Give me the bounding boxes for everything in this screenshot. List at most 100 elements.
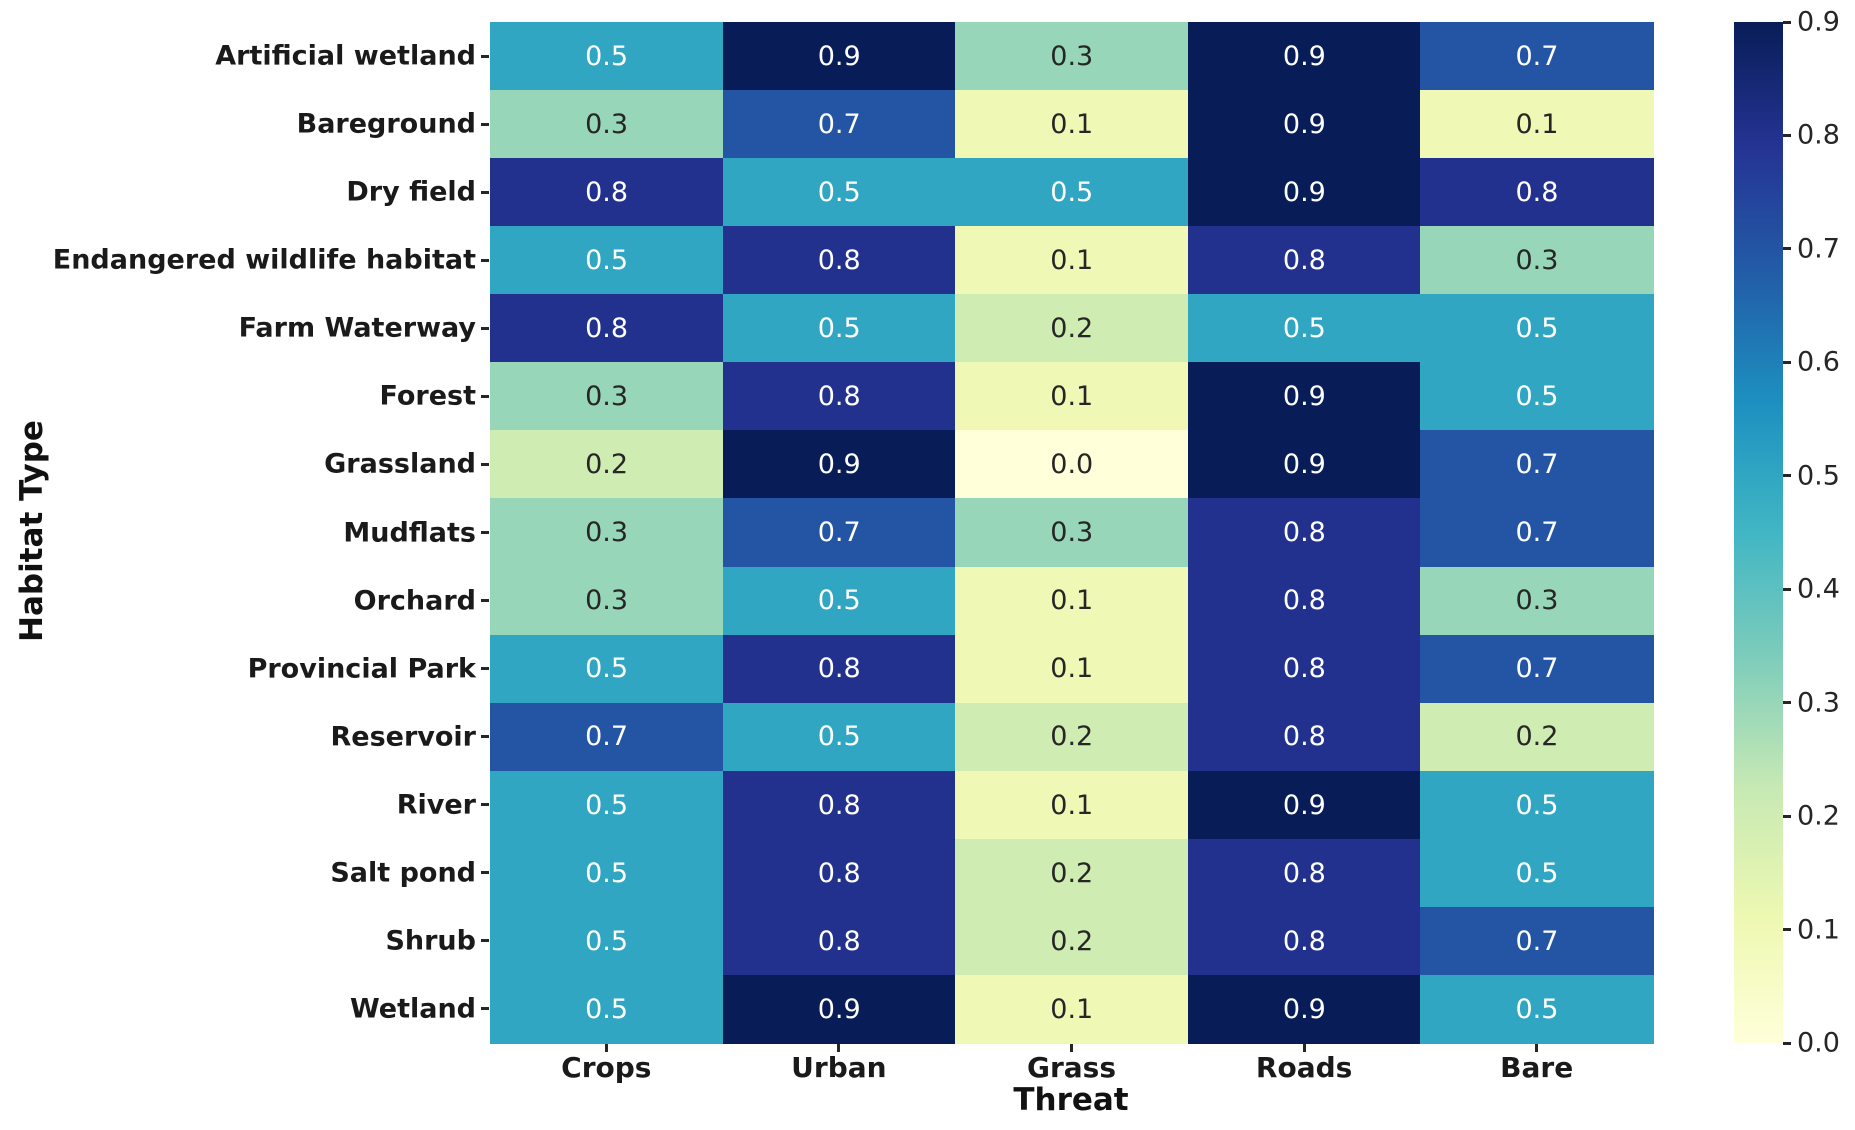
heatmap-cell: 0.3	[955, 498, 1189, 568]
heatmap-cell: 0.1	[955, 974, 1189, 1044]
colorbar-tick-label: 0.9	[1797, 6, 1840, 38]
heatmap-cell: 0.9	[722, 22, 956, 91]
y-tick-mark	[481, 531, 489, 534]
heatmap-cell: 0.7	[1420, 906, 1654, 976]
colorbar-tick-label: 0.8	[1797, 119, 1840, 151]
colorbar-tick-mark	[1783, 814, 1791, 818]
heatmap-cell: 0.2	[955, 702, 1189, 772]
y-tick-label: Grassland	[324, 448, 476, 480]
heatmap-cell: 0.5	[722, 294, 956, 363]
x-tick-label: Crops	[561, 1051, 652, 1084]
colorbar-tick-mark	[1783, 587, 1791, 591]
heatmap-cell: 0.2	[490, 430, 724, 500]
y-tick-label: Wetland	[349, 993, 476, 1025]
heatmap-cell: 0.5	[490, 770, 724, 840]
heatmap-cell: 0.1	[955, 566, 1189, 636]
heatmap-cell: 0.7	[722, 498, 956, 568]
y-tick-mark	[481, 599, 489, 603]
heatmap-cell: 0.9	[1187, 22, 1421, 91]
heatmap-cell: 0.8	[722, 838, 956, 908]
heatmap-cell: 0.7	[1420, 634, 1654, 704]
heatmap-cell: 0.7	[1420, 22, 1654, 91]
colorbar-tick-mark	[1783, 133, 1791, 137]
heatmap-cell: 0.7	[1420, 430, 1654, 500]
heatmap-cell: 0.5	[722, 702, 956, 772]
y-tick-mark	[481, 667, 489, 671]
heatmap-cell: 0.9	[1187, 770, 1421, 840]
x-tick-label: Bare	[1500, 1051, 1574, 1084]
heatmap-cell: 0.3	[955, 22, 1189, 91]
heatmap-cell: 0.3	[1420, 226, 1654, 295]
y-tick-label: Artificial wetland	[215, 40, 476, 72]
heatmap-cell: 0.8	[490, 294, 724, 363]
colorbar-tick-mark	[1783, 20, 1791, 24]
heatmap-cell: 0.5	[1420, 770, 1654, 840]
x-tick-mark	[1070, 1044, 1073, 1052]
x-tick-label: Roads	[1255, 1051, 1353, 1084]
heatmap-cell: 0.5	[955, 158, 1189, 227]
colorbar-tick-mark	[1783, 1041, 1791, 1045]
heatmap-cell: 0.8	[1187, 226, 1421, 295]
y-tick-label: River	[396, 789, 476, 821]
heatmap-cell: 0.1	[955, 226, 1189, 295]
colorbar-tick-label: 0.6	[1797, 346, 1840, 378]
heatmap-cell: 0.3	[490, 362, 724, 431]
heatmap-cell: 0.8	[490, 158, 724, 227]
x-axis-title: Threat	[1013, 1082, 1129, 1118]
heatmap-cell: 0.8	[722, 226, 956, 295]
heatmap-cell: 0.8	[1187, 634, 1421, 704]
heatmap-cell: 0.2	[955, 294, 1189, 363]
heatmap-cell: 0.1	[955, 634, 1189, 704]
heatmap-cell: 0.8	[722, 906, 956, 976]
heatmap-cell: 0.9	[1187, 430, 1421, 500]
y-tick-label: Salt pond	[330, 857, 476, 889]
heatmap-cell: 0.5	[1420, 362, 1654, 431]
y-tick-label: Mudflats	[343, 517, 476, 548]
colorbar-tick-mark	[1783, 474, 1791, 478]
y-tick-mark	[481, 190, 489, 194]
heatmap-cell: 0.9	[722, 430, 956, 500]
colorbar-tick-label: 0.2	[1797, 800, 1840, 832]
heatmap-cell: 0.5	[490, 974, 724, 1044]
heatmap-cell: 0.8	[1187, 566, 1421, 636]
heatmap-cell: 0.8	[1420, 158, 1654, 227]
heatmap-cell: 0.1	[955, 770, 1189, 840]
heatmap-cell: 0.5	[490, 838, 724, 908]
y-tick-mark	[481, 54, 489, 58]
heatmap-cell: 0.9	[722, 974, 956, 1044]
heatmap-cell: 0.8	[1187, 702, 1421, 772]
heatmap-cell: 0.5	[1420, 974, 1654, 1044]
y-tick-mark	[481, 939, 489, 943]
y-tick-label: Dry field	[346, 176, 476, 208]
y-tick-mark	[481, 871, 489, 875]
colorbar-tick-mark	[1783, 360, 1791, 364]
heatmap-cell: 0.5	[722, 566, 956, 636]
x-tick-mark	[837, 1044, 841, 1052]
y-tick-label: Endangered wildlife habitat	[52, 244, 476, 276]
heatmap-cell: 0.8	[1187, 838, 1421, 908]
x-tick-mark	[604, 1044, 608, 1052]
x-tick-mark	[1535, 1044, 1539, 1052]
colorbar-tick-label: 0.3	[1797, 687, 1840, 719]
heatmap-cell: 0.2	[1420, 702, 1654, 772]
heatmap-cell: 0.7	[490, 702, 724, 772]
colorbar-tick-label: 0.7	[1797, 233, 1840, 265]
heatmap-cell: 0.5	[490, 634, 724, 704]
y-tick-mark	[481, 1007, 489, 1011]
heatmap-cell: 0.1	[1420, 90, 1654, 159]
colorbar-tick-mark	[1783, 928, 1791, 932]
heatmap-cell: 0.1	[955, 90, 1189, 159]
heatmap-cell: 0.2	[955, 838, 1189, 908]
colorbar-tick-label: 0.5	[1797, 460, 1840, 492]
heatmap-cell: 0.2	[955, 906, 1189, 976]
heatmap-cell: 0.5	[490, 226, 724, 295]
heatmap-cell: 0.9	[1187, 158, 1421, 227]
y-tick-label: Bareground	[296, 108, 476, 140]
heatmap-cell: 0.0	[955, 430, 1189, 500]
heatmap-cell: 0.8	[1187, 906, 1421, 976]
heatmap-cell: 0.5	[722, 158, 956, 227]
heatmap-cell: 0.3	[490, 566, 724, 636]
y-tick-mark	[481, 258, 489, 262]
y-tick-label: Farm Waterway	[238, 312, 476, 344]
